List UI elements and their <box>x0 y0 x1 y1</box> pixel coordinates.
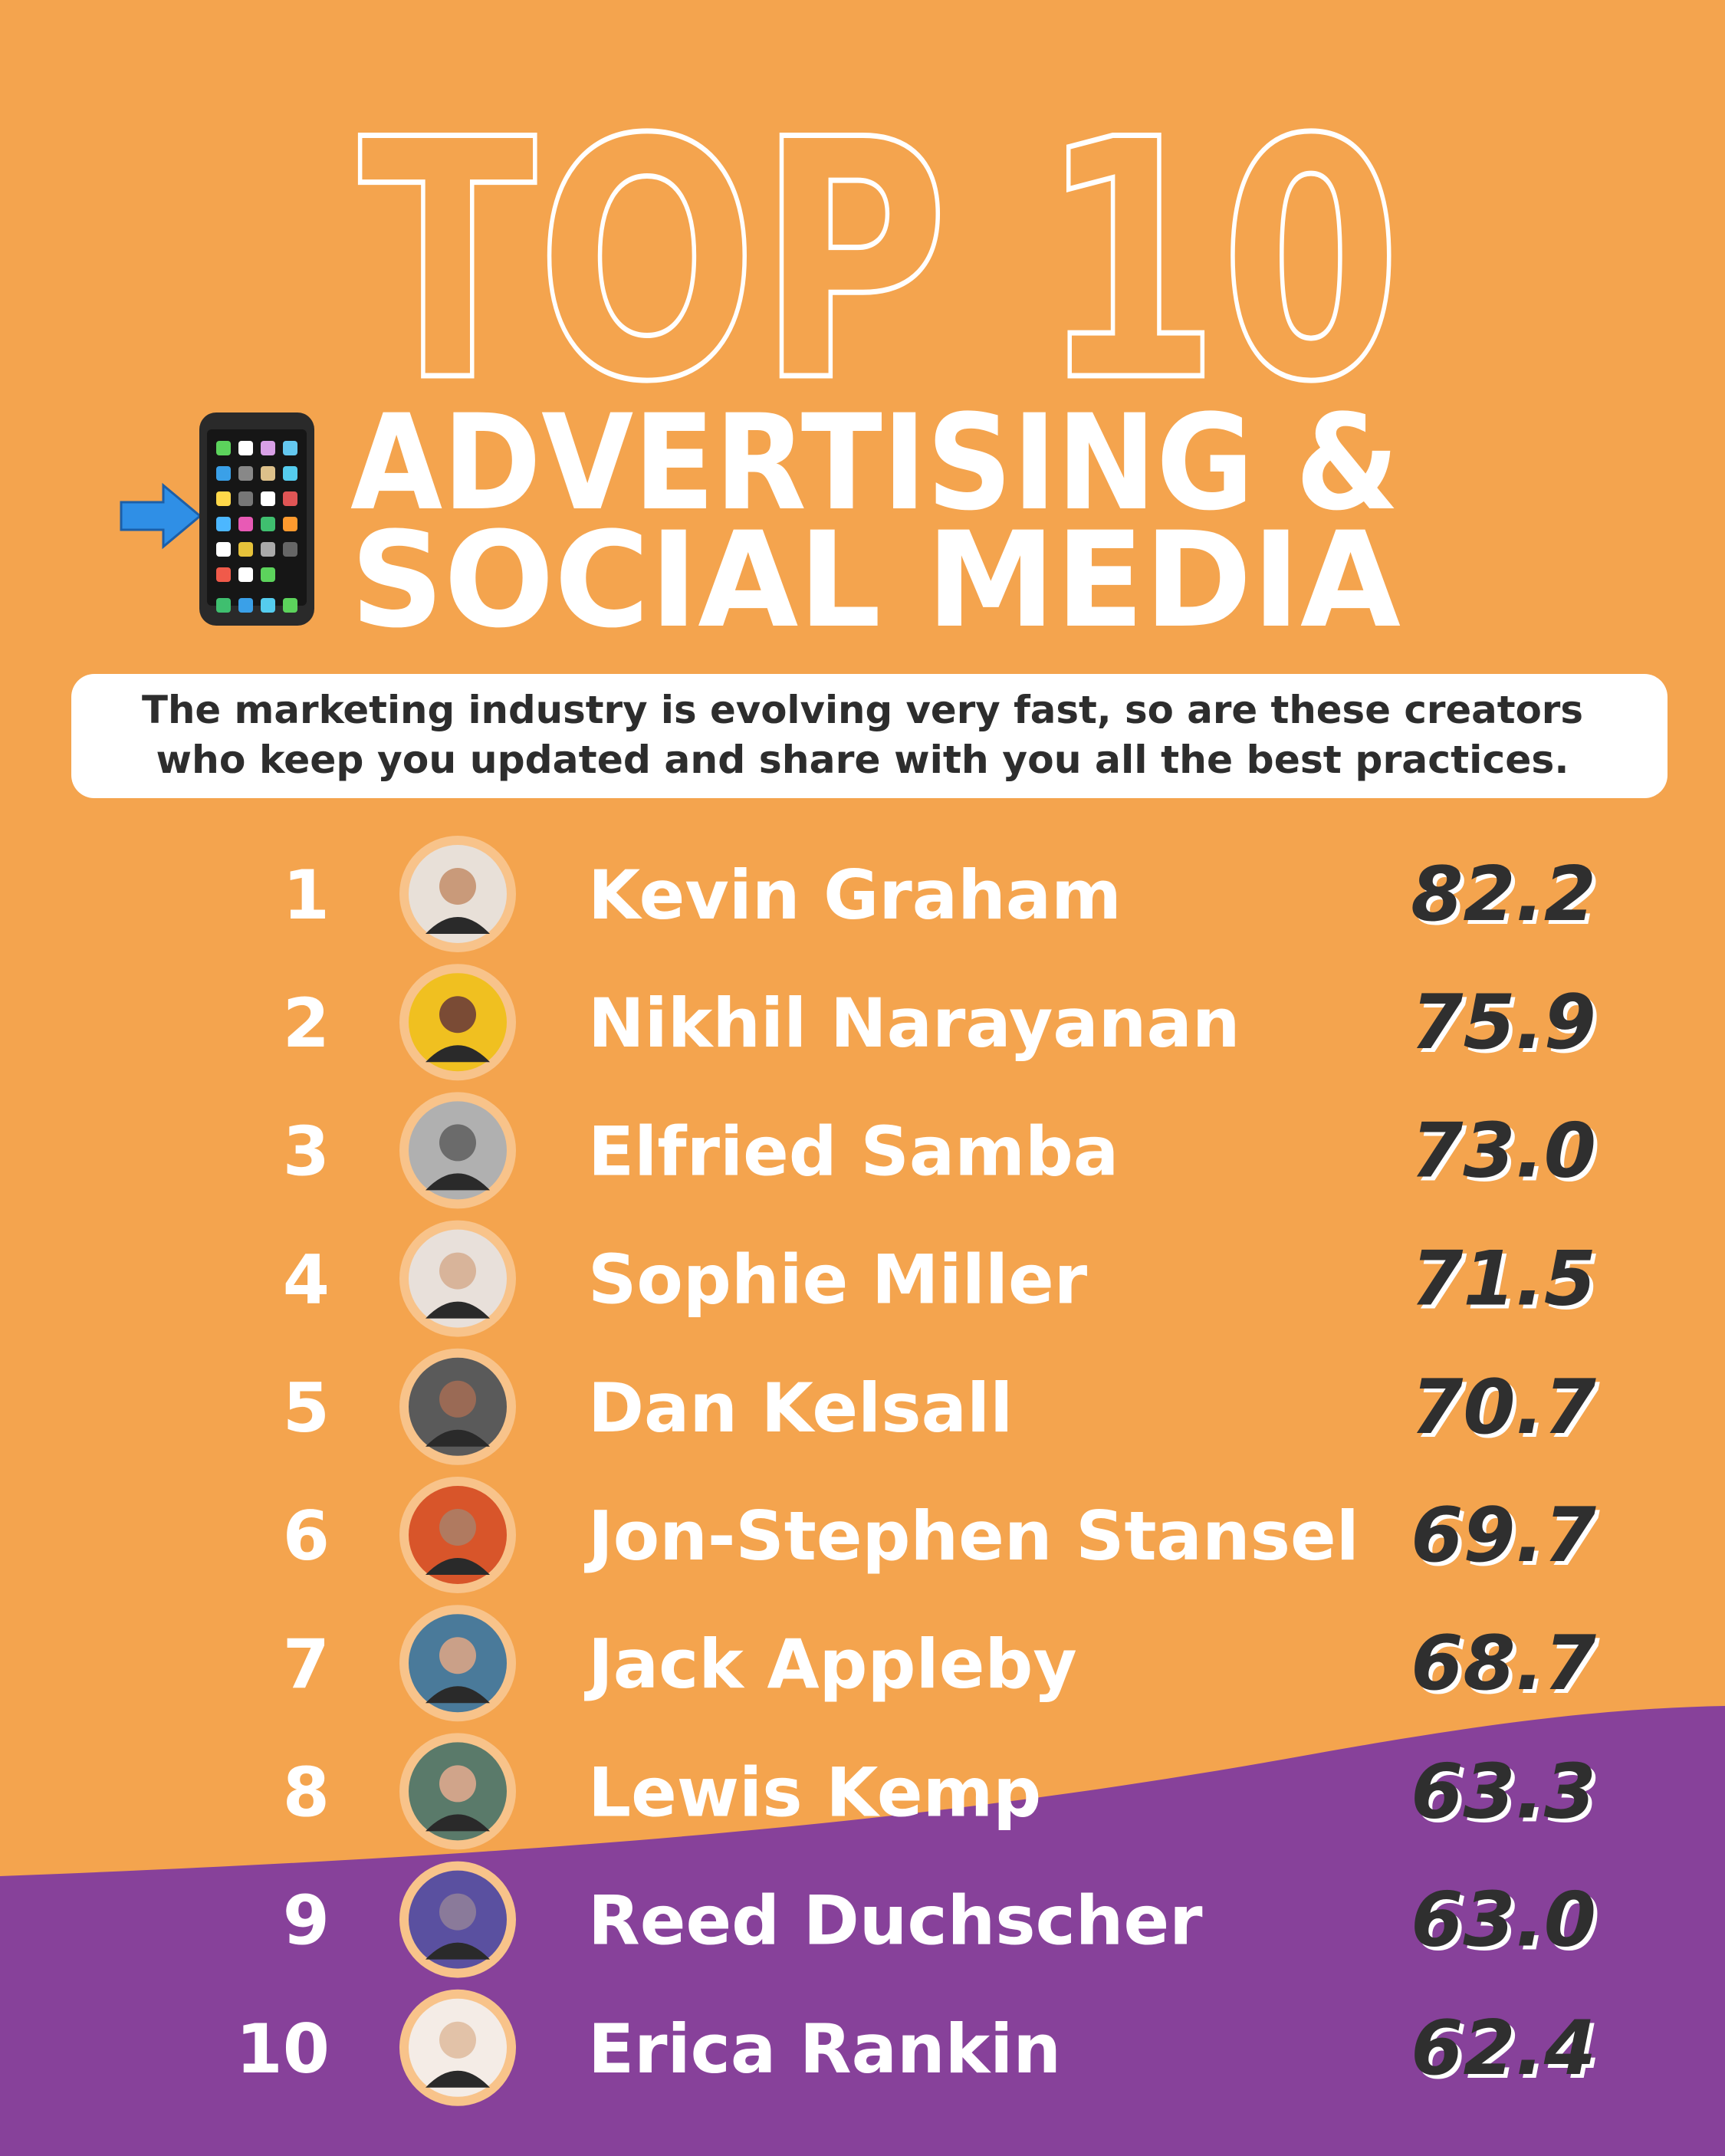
headline-line: ADVERTISING & <box>350 386 1399 540</box>
ranking-row: 8 Lewis Kemp 63.3 <box>283 1733 1596 1850</box>
creator-name: Jack Appleby <box>584 1625 1077 1704</box>
dock-icon <box>261 598 275 613</box>
creator-name: Erica Rankin <box>588 2010 1061 2089</box>
avatar-head <box>439 1509 476 1546</box>
score: 63.0 <box>1411 1877 1596 1964</box>
dock-icon <box>216 598 231 613</box>
score: 75.9 <box>1411 979 1596 1066</box>
avatar-head <box>439 1124 476 1162</box>
creator-name: Lewis Kemp <box>588 1753 1041 1832</box>
app-icon <box>283 491 297 506</box>
app-icon <box>216 542 231 557</box>
score: 73.0 <box>1411 1107 1596 1195</box>
ranking-row: 1 Kevin Graham 82.2 <box>283 836 1596 952</box>
score: 70.7 <box>1411 1364 1596 1451</box>
ranking-row: 3 Elfried Samba 73.0 <box>283 1092 1596 1209</box>
creator-name: Sophie Miller <box>588 1241 1088 1320</box>
avatar-head <box>439 868 476 905</box>
avatar-head <box>439 1765 476 1803</box>
app-icon <box>238 441 253 455</box>
app-icon <box>216 491 231 506</box>
rank: 4 <box>283 1241 330 1320</box>
score: 71.5 <box>1411 1236 1596 1323</box>
app-icon <box>283 441 297 455</box>
app-icon <box>238 567 253 582</box>
headline-line: SOCIAL MEDIA <box>350 503 1401 657</box>
ranking-row: 9 Reed Duchscher 63.0 <box>283 1861 1596 1978</box>
avatar-body <box>426 1686 490 1704</box>
app-icon <box>283 517 297 531</box>
app-icon <box>238 517 253 531</box>
dock-icon <box>238 598 253 613</box>
avatar-body <box>426 1045 490 1063</box>
description-line: The marketing industry is evolving very … <box>142 688 1583 732</box>
app-icon <box>283 542 297 557</box>
avatar-body <box>426 917 490 934</box>
score: 62.4 <box>1411 2005 1596 2092</box>
rank: 8 <box>283 1753 330 1832</box>
avatar-body <box>426 1301 490 1319</box>
rank: 7 <box>283 1625 330 1704</box>
ranking-row: 5 Dan Kelsall 70.7 <box>283 1348 1596 1465</box>
phone-icon <box>120 412 314 626</box>
app-icon <box>216 567 231 582</box>
score: 69.7 <box>1411 1492 1596 1579</box>
avatar-head <box>439 996 476 1034</box>
rank: 1 <box>283 856 330 935</box>
rank: 5 <box>283 1369 330 1448</box>
app-icon <box>238 491 253 506</box>
avatar-body <box>426 2070 490 2088</box>
creator-name: Kevin Graham <box>588 856 1122 935</box>
rank: 10 <box>236 2010 330 2089</box>
creator-name: Dan Kelsall <box>588 1369 1013 1448</box>
rank: 3 <box>283 1112 330 1191</box>
avatar-head <box>439 1637 476 1675</box>
avatar-body <box>426 1558 490 1575</box>
ranking-list: 1 Kevin Graham 82.2 2 Nikhil Narayanan 75.9 3 E… <box>236 836 1596 2106</box>
avatar-body <box>426 1814 490 1832</box>
score: 68.7 <box>1411 1620 1596 1707</box>
ranking-row: 10 Erica Rankin 62.4 <box>236 1989 1596 2106</box>
app-icon <box>283 466 297 481</box>
app-icon <box>261 542 275 557</box>
rank: 2 <box>283 984 330 1063</box>
avatar-body <box>426 1942 490 1960</box>
dock-icon <box>283 598 297 613</box>
avatar-body <box>426 1173 490 1191</box>
avatar-head <box>439 1252 476 1290</box>
app-icon <box>261 441 275 455</box>
avatar-body <box>426 1429 490 1447</box>
title: TOP 10 <box>359 71 1401 454</box>
creator-name: Reed Duchscher <box>588 1882 1203 1960</box>
app-icon <box>216 517 231 531</box>
app-icon <box>238 542 253 557</box>
creator-name: Elfried Samba <box>588 1112 1119 1191</box>
app-icon <box>261 491 275 506</box>
description-line: who keep you updated and share with you … <box>156 738 1569 782</box>
description-box <box>71 674 1668 798</box>
rank: 6 <box>283 1497 330 1576</box>
creator-name: Jon-Stephen Stansel <box>584 1497 1359 1576</box>
avatar-head <box>439 1893 476 1931</box>
ranking-row: 4 Sophie Miller 71.5 <box>283 1220 1596 1337</box>
rank: 9 <box>283 1882 330 1960</box>
ranking-row: 7 Jack Appleby 68.7 <box>283 1605 1596 1722</box>
app-icon <box>238 466 253 481</box>
score: 82.2 <box>1411 851 1596 938</box>
app-icon <box>261 517 275 531</box>
avatar-head <box>439 2021 476 2059</box>
ranking-row: 6 Jon-Stephen Stansel 69.7 <box>283 1477 1596 1593</box>
creator-name: Nikhil Narayanan <box>588 984 1240 1063</box>
app-icon <box>216 466 231 481</box>
ranking-row: 2 Nikhil Narayanan 75.9 <box>283 964 1596 1081</box>
avatar-head <box>439 1380 476 1418</box>
score: 63.3 <box>1411 1748 1596 1836</box>
app-icon <box>261 567 275 582</box>
app-icon <box>261 466 275 481</box>
app-icon <box>216 441 231 455</box>
